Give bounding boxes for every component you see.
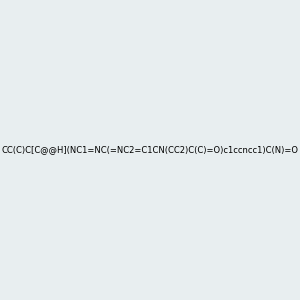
Text: CC(C)C[C@@H](NC1=NC(=NC2=C1CN(CC2)C(C)=O)c1ccncc1)C(N)=O: CC(C)C[C@@H](NC1=NC(=NC2=C1CN(CC2)C(C)=O… xyxy=(2,146,298,154)
